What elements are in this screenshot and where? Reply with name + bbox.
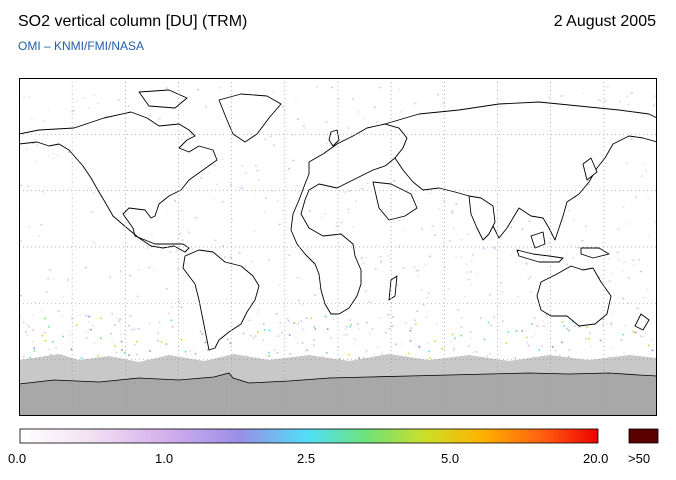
colorbar-label-3: 5.0 [441, 451, 460, 466]
indonesia [516, 249, 564, 263]
new-zealand [634, 313, 650, 331]
coastlines [19, 89, 657, 351]
map-date: 2 August 2005 [553, 13, 656, 30]
colorbar-label-4: 20.0 [583, 451, 609, 466]
australia [536, 265, 612, 327]
arctic-islands [138, 89, 188, 109]
map-title: SO2 vertical column [DU] (TRM) [18, 13, 248, 30]
colorbar-label-0: 0.0 [8, 451, 27, 466]
south-america [182, 249, 260, 351]
greenland [218, 93, 282, 143]
colorbar-label-1: 1.0 [155, 451, 174, 466]
borneo [530, 231, 546, 249]
asia [384, 101, 657, 241]
arabia [372, 181, 418, 221]
japan [582, 157, 598, 181]
so2-world-map: -150-150-120-120-90-90-60-60-30-30003030… [19, 78, 657, 416]
india [468, 195, 496, 241]
colorbar-overflow-swatch [628, 428, 659, 444]
colorbar-label-2: 2.5 [297, 451, 316, 466]
new-guinea [580, 247, 610, 259]
map-credit: OMI – KNMI/FMI/NASA [18, 39, 145, 53]
graticule [19, 78, 657, 416]
map-frame [19, 78, 657, 416]
colorbar-overflow-label: >50 [628, 451, 651, 466]
colorbar [19, 428, 659, 444]
north-america [19, 111, 218, 253]
colorbar-gradient [19, 428, 599, 444]
so2-speckle [19, 86, 657, 362]
